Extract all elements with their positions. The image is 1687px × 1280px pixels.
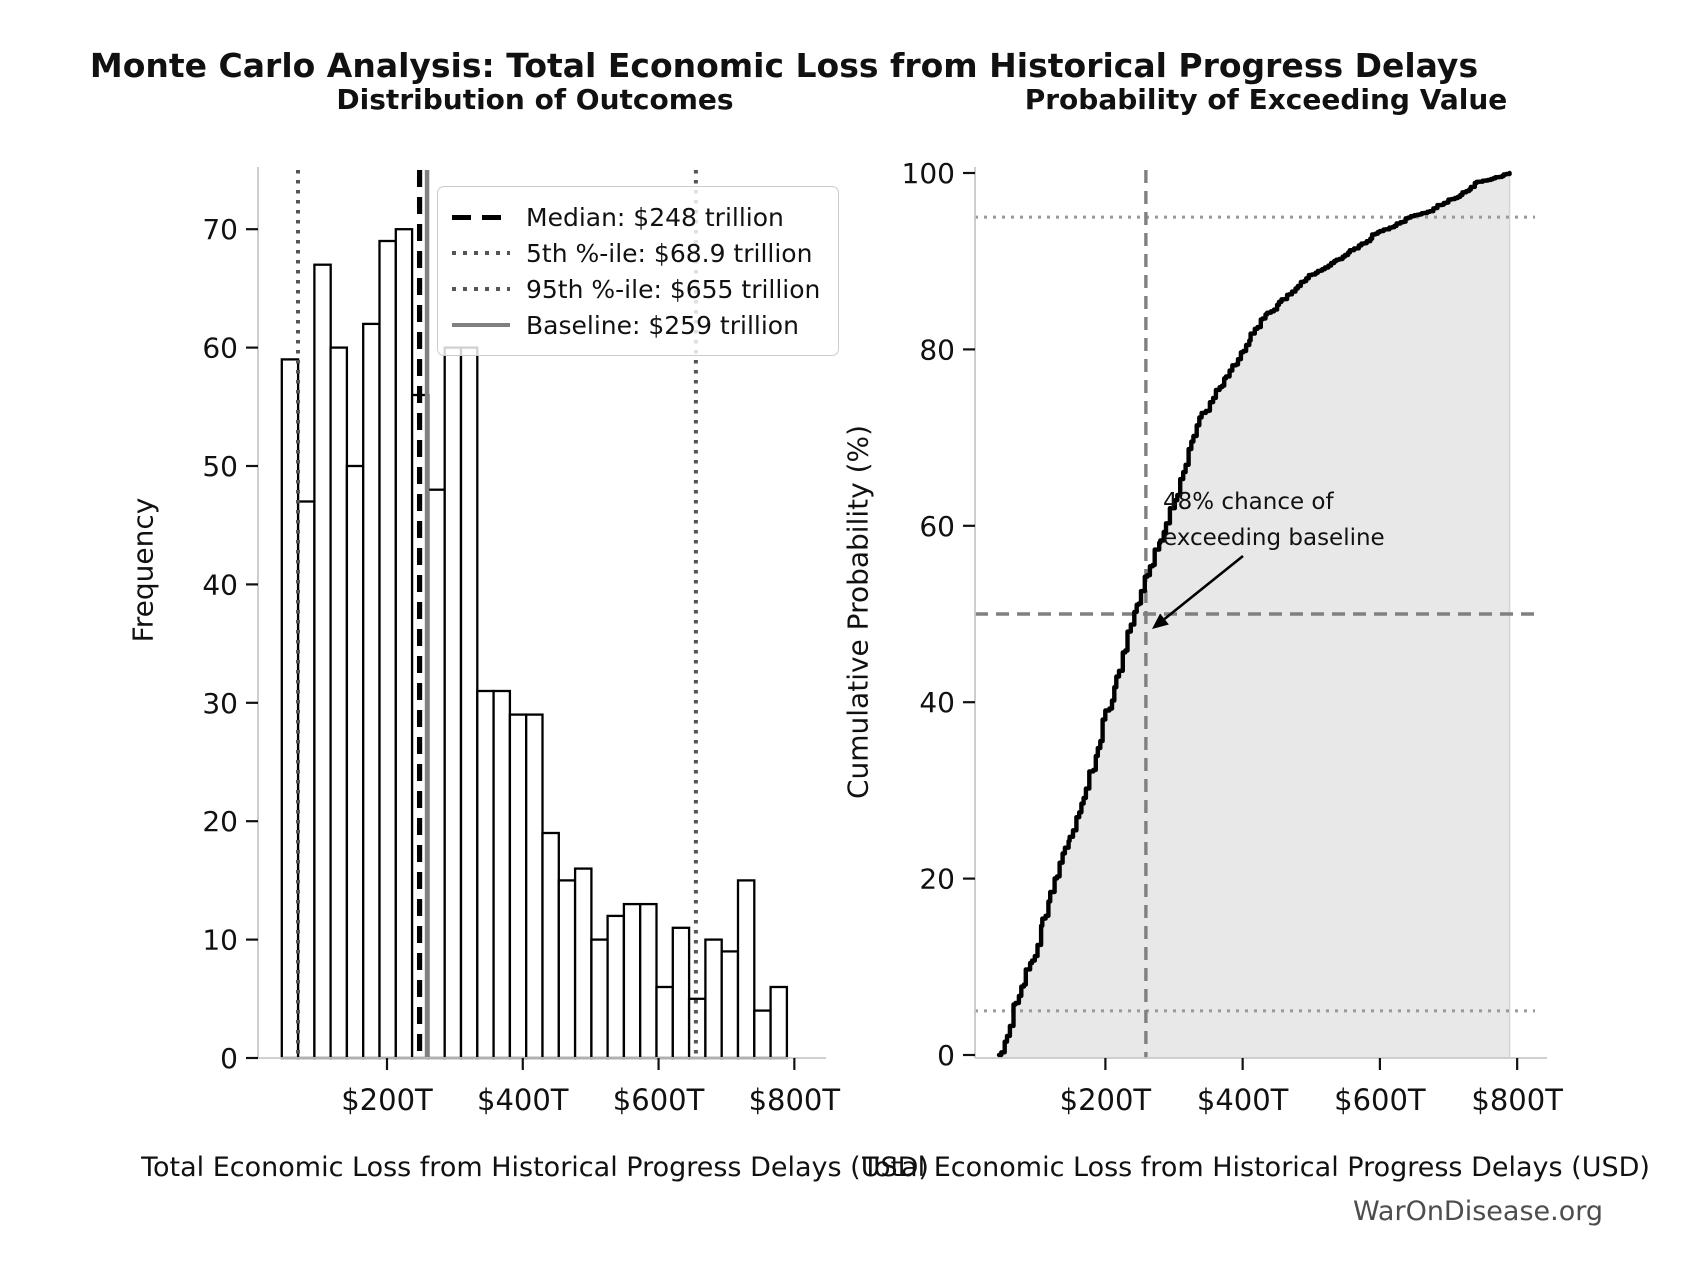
percentile-line-sample-icon xyxy=(452,251,510,255)
y-tick-label: 20 xyxy=(919,863,955,896)
histogram-bar xyxy=(476,689,495,1060)
y-tick-label: 10 xyxy=(202,924,238,957)
histogram-bar xyxy=(736,879,756,1060)
median-line-sample-icon xyxy=(452,214,510,220)
legend-item-p5: 5th %-ile: $68.9 trillion xyxy=(452,235,820,271)
histogram-bar xyxy=(622,902,642,1060)
histogram-bar xyxy=(541,831,560,1060)
x-tick-label: $800T xyxy=(1471,1083,1563,1117)
baseline-line-sample-icon xyxy=(452,323,510,327)
histogram-bar xyxy=(362,322,381,1060)
legend: Median: $248 trillion 5th %-ile: $68.9 t… xyxy=(437,186,840,356)
cdf-annotation: 48% chance of exceeding baseline xyxy=(1163,489,1385,551)
legend-label: Median: $248 trillion xyxy=(526,202,784,232)
x-tick-label: $200T xyxy=(1060,1083,1152,1117)
histogram-bar xyxy=(639,902,658,1060)
x-tick-label: $200T xyxy=(341,1083,433,1117)
histogram-bar xyxy=(296,500,316,1060)
x-tick-label: $400T xyxy=(1197,1083,1289,1117)
left-subplot-title: Distribution of Outcomes xyxy=(336,83,734,116)
right-x-axis-label: Total Economic Loss from Historical Prog… xyxy=(862,1152,1650,1183)
histogram-bar xyxy=(704,938,723,1060)
histogram-bar xyxy=(508,713,528,1060)
y-tick-label: 80 xyxy=(919,333,955,366)
histogram-bar xyxy=(671,926,691,1060)
legend-item-p95: 95th %-ile: $655 trillion xyxy=(452,271,820,307)
histogram-bar xyxy=(720,950,740,1060)
x-tick-label: $600T xyxy=(1334,1083,1426,1117)
histogram-bar xyxy=(769,985,789,1060)
y-tick-label: 70 xyxy=(202,213,238,246)
histogram-bar xyxy=(345,464,365,1060)
histogram-bar xyxy=(329,346,349,1060)
histogram-bar xyxy=(687,997,707,1060)
histogram-bar xyxy=(427,488,446,1060)
histogram-bar xyxy=(313,263,332,1060)
histogram-bar xyxy=(753,1009,772,1060)
legend-item-baseline: Baseline: $259 trillion xyxy=(452,307,820,343)
x-tick-label: $600T xyxy=(613,1083,705,1117)
histogram-bar xyxy=(378,239,397,1060)
histogram-bar xyxy=(606,914,626,1060)
y-tick-label: 30 xyxy=(202,687,238,720)
histogram-bar xyxy=(459,346,479,1060)
y-tick-label: 100 xyxy=(902,157,955,190)
x-tick-label: $400T xyxy=(477,1083,569,1117)
histogram-bar xyxy=(573,867,593,1060)
right-y-axis-label: Cumulative Probability (%) xyxy=(841,424,875,800)
percentile-line-sample-icon xyxy=(452,287,510,291)
histogram-bar xyxy=(655,985,674,1060)
y-tick-label: 60 xyxy=(202,332,238,365)
x-tick-label: $800T xyxy=(749,1083,841,1117)
legend-label: 5th %-ile: $68.9 trillion xyxy=(526,238,813,268)
histogram-bar xyxy=(525,713,544,1060)
cdf-plot: 0 20 40 60 80 100 $200T $400T $600T $800T xyxy=(902,157,1564,1117)
histogram-bar xyxy=(590,938,609,1060)
y-tick-label: 0 xyxy=(937,1039,955,1072)
y-tick-label: 50 xyxy=(202,450,238,483)
histogram-plot: 0 10 20 30 40 50 60 70 $200T $400T $600T $800T xyxy=(202,167,840,1117)
legend-item-median: Median: $248 trillion xyxy=(452,199,820,235)
legend-label: Baseline: $259 trillion xyxy=(526,310,799,340)
legend-label: 95th %-ile: $655 trillion xyxy=(526,274,821,304)
cdf-curve xyxy=(996,170,1512,1058)
right-subplot-title: Probability of Exceeding Value xyxy=(1024,83,1508,116)
annotation-arrow-shaft xyxy=(1163,554,1244,621)
histogram-bar xyxy=(443,346,463,1060)
histogram-bar xyxy=(557,879,577,1060)
page-title: Monte Carlo Analysis: Total Economic Los… xyxy=(89,46,1479,85)
annotation-arrowhead-icon xyxy=(1152,613,1169,629)
left-y-axis-label: Frequency xyxy=(126,497,160,643)
watermark: WarOnDisease.org xyxy=(1352,1196,1603,1227)
left-x-axis-label: Total Economic Loss from Historical Prog… xyxy=(141,1152,929,1183)
y-tick-label: 60 xyxy=(919,510,955,543)
histogram-bar xyxy=(280,358,300,1060)
y-tick-label: 0 xyxy=(220,1042,238,1075)
y-tick-label: 40 xyxy=(202,568,238,601)
y-tick-label: 40 xyxy=(919,686,955,719)
histogram-bar xyxy=(394,228,414,1060)
y-tick-label: 20 xyxy=(202,805,238,838)
histogram-bar xyxy=(492,689,512,1060)
